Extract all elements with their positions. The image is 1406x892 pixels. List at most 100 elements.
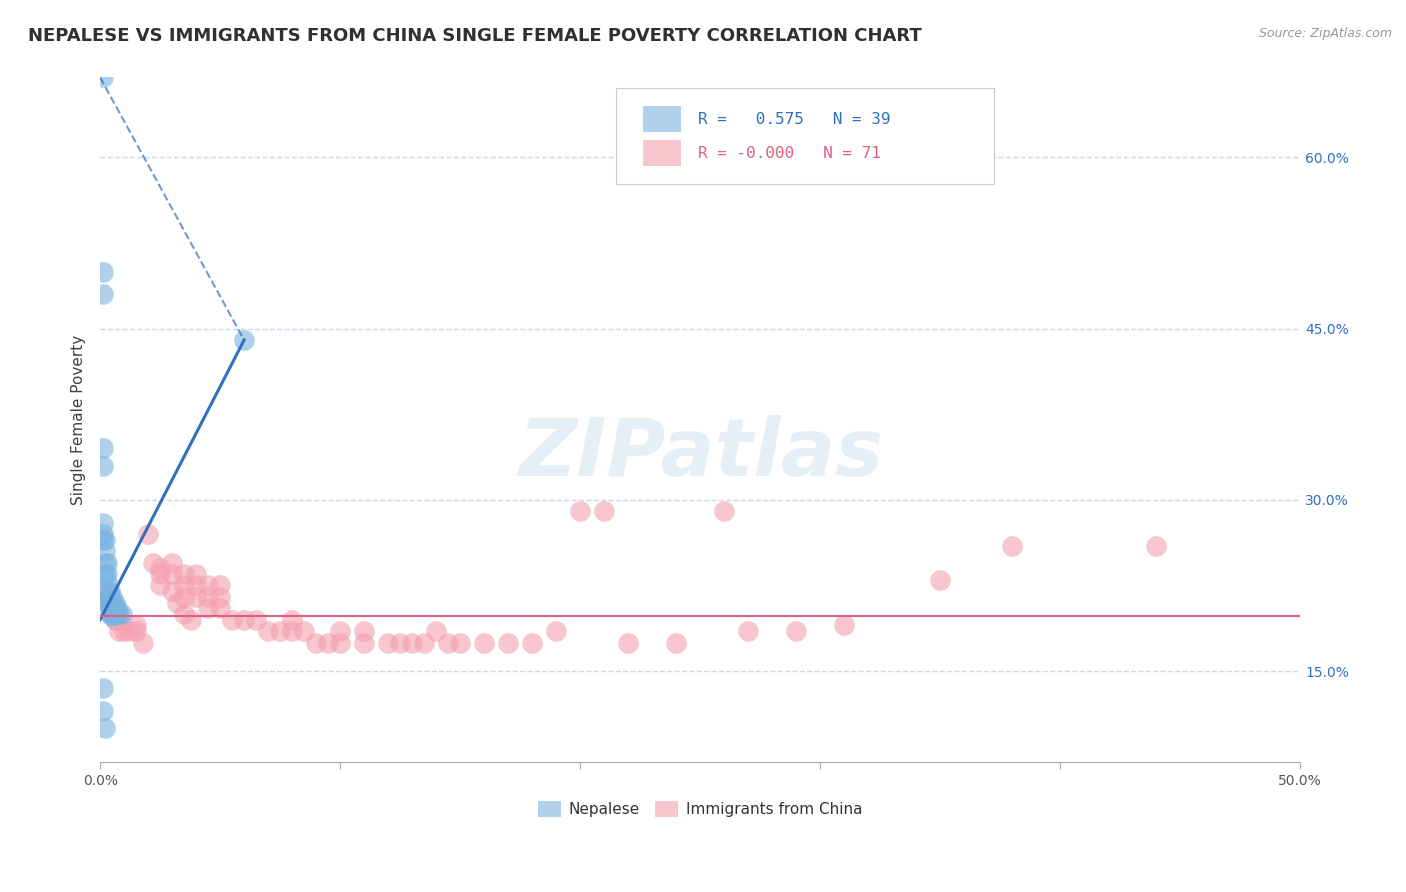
Point [94, 533, 117, 547]
Point [281, 613, 304, 627]
Point [91, 533, 114, 547]
Point [125, 624, 148, 639]
Point [98, 596, 121, 610]
FancyBboxPatch shape [616, 87, 994, 184]
Point [1001, 539, 1024, 553]
Point [96, 575, 118, 590]
Point [425, 624, 447, 639]
Text: R =   0.575   N = 39: R = 0.575 N = 39 [697, 112, 890, 127]
Point [449, 635, 471, 649]
Bar [643, 140, 681, 167]
Point [1144, 539, 1167, 553]
Point [111, 607, 134, 621]
Point [160, 584, 183, 599]
Point [221, 613, 243, 627]
Point [98, 584, 121, 599]
Point [103, 601, 125, 615]
Point [101, 596, 124, 610]
Point [173, 567, 195, 582]
Point [96, 596, 118, 610]
Point [91, 264, 114, 278]
Point [101, 596, 124, 610]
Point [166, 596, 188, 610]
Point [98, 601, 121, 615]
Point [389, 635, 412, 649]
Point [160, 567, 183, 582]
Point [112, 624, 135, 639]
Point [105, 601, 128, 615]
Point [520, 635, 543, 649]
Point [713, 504, 735, 518]
Text: Source: ZipAtlas.com: Source: ZipAtlas.com [1258, 27, 1392, 40]
Point [108, 624, 131, 639]
Point [96, 584, 118, 599]
Point [209, 578, 232, 592]
Point [149, 567, 172, 582]
Point [209, 590, 232, 604]
Text: NEPALESE VS IMMIGRANTS FROM CHINA SINGLE FEMALE POVERTY CORRELATION CHART: NEPALESE VS IMMIGRANTS FROM CHINA SINGLE… [28, 27, 922, 45]
Point [96, 556, 118, 570]
Point [149, 578, 172, 592]
Point [96, 596, 118, 610]
Point [101, 609, 124, 624]
Point [209, 601, 232, 615]
Point [184, 578, 207, 592]
Bar [643, 106, 681, 132]
Point [353, 624, 375, 639]
Point [94, 544, 117, 558]
Point [103, 613, 125, 627]
Point [101, 607, 124, 621]
Point [103, 596, 125, 610]
Point [496, 635, 519, 649]
Point [94, 567, 117, 582]
Point [329, 624, 352, 639]
Point [184, 567, 207, 582]
Point [101, 590, 124, 604]
Point [91, 70, 114, 85]
Point [593, 504, 616, 518]
Point [94, 721, 117, 735]
Point [94, 556, 117, 570]
Point [91, 516, 114, 530]
Point [142, 556, 165, 570]
Point [437, 635, 460, 649]
Point [108, 607, 131, 621]
Point [91, 704, 114, 718]
Point [101, 601, 124, 615]
Point [785, 624, 807, 639]
Point [197, 578, 219, 592]
Point [245, 613, 267, 627]
Point [96, 567, 118, 582]
Point [91, 458, 114, 473]
Point [305, 635, 328, 649]
Point [132, 635, 155, 649]
Point [91, 681, 114, 696]
Point [180, 613, 202, 627]
Point [96, 590, 118, 604]
Point [160, 556, 183, 570]
Point [737, 624, 759, 639]
Point [125, 618, 148, 632]
Point [91, 527, 114, 541]
Point [91, 287, 114, 301]
Text: R = -0.000   N = 71: R = -0.000 N = 71 [697, 146, 880, 161]
Point [269, 624, 291, 639]
Text: ZIPatlas: ZIPatlas [517, 415, 883, 493]
Point [149, 561, 172, 575]
Point [184, 590, 207, 604]
Point [94, 584, 117, 599]
Point [233, 613, 256, 627]
Point [105, 613, 128, 627]
Point [197, 590, 219, 604]
Point [233, 333, 256, 347]
Point [569, 504, 592, 518]
Point [257, 624, 280, 639]
Point [617, 635, 640, 649]
Point [665, 635, 688, 649]
Point [173, 578, 195, 592]
Point [98, 607, 121, 621]
Point [329, 635, 352, 649]
Point [316, 635, 339, 649]
Point [173, 607, 195, 621]
Y-axis label: Single Female Poverty: Single Female Poverty [72, 334, 86, 505]
